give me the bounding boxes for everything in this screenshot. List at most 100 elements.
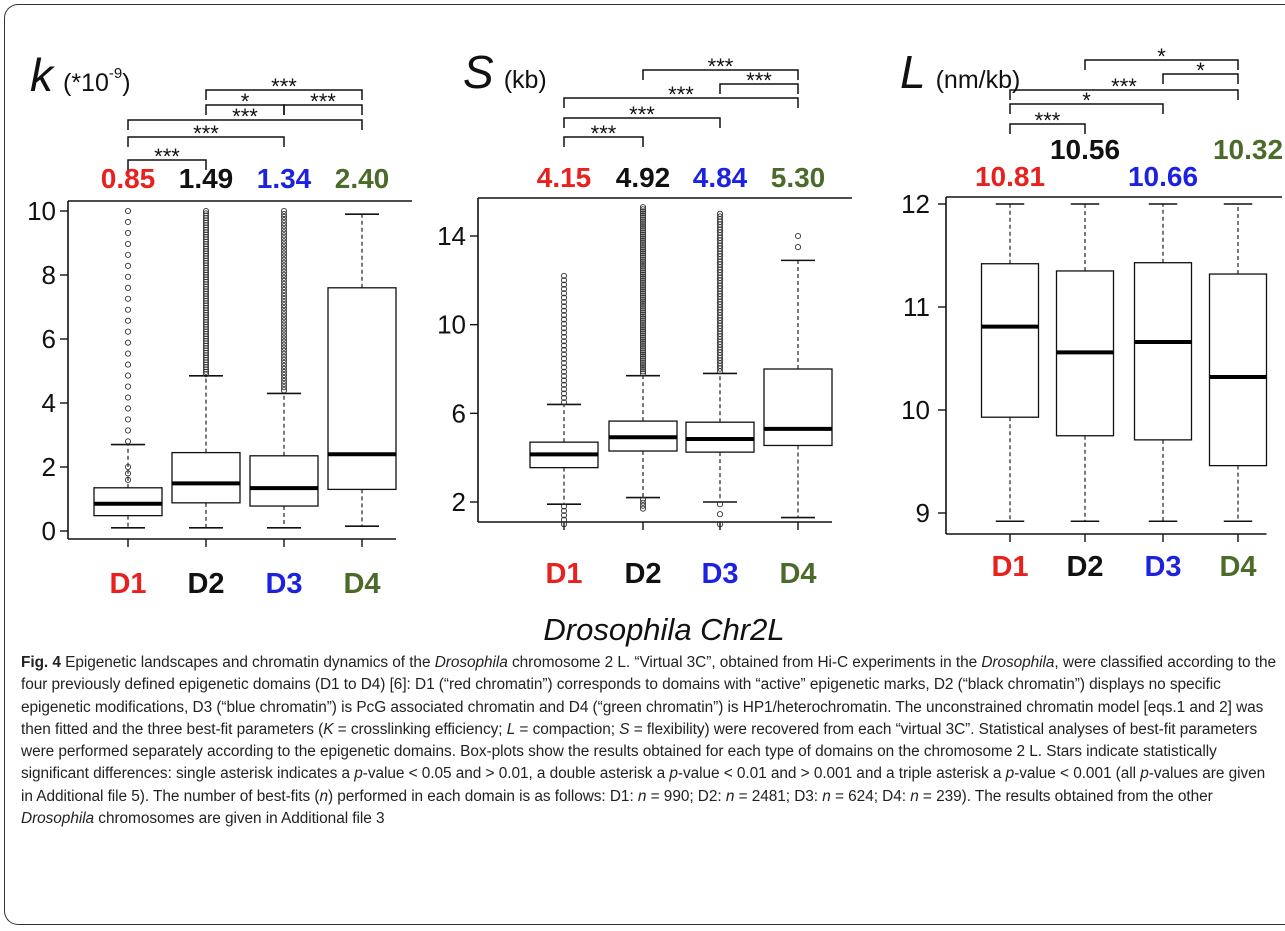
outlier-point: [560, 390, 568, 397]
outlier-point: [716, 501, 724, 508]
outlier-point: [639, 309, 647, 316]
outlier-point: [639, 307, 647, 314]
outlier-point: [280, 286, 288, 294]
y-tick-label: 2: [452, 487, 466, 517]
category-label: D4: [343, 568, 380, 600]
outlier-point: [202, 257, 210, 264]
outlier-point: [202, 274, 210, 281]
outlier-point: [202, 236, 210, 243]
outlier-point: [280, 326, 288, 333]
outlier-point: [639, 343, 647, 350]
outlier-point: [202, 226, 210, 233]
outlier-point: [202, 243, 210, 250]
outlier-point: [639, 265, 647, 272]
outlier-point: [560, 377, 568, 384]
outlier-point: [202, 304, 210, 312]
outlier-point: [280, 365, 288, 372]
outlier-point: [202, 271, 210, 278]
outlier-point: [639, 269, 647, 276]
median-value-label: 10.56: [1050, 134, 1120, 165]
caption-italic: p: [1140, 765, 1149, 783]
outlier-point: [639, 214, 647, 221]
outlier-point: [202, 349, 210, 356]
outlier-point: [639, 212, 647, 219]
outlier-point: [639, 499, 647, 506]
box-D3: [1133, 262, 1193, 441]
outlier-point: [560, 281, 568, 288]
outlier-point: [639, 300, 647, 308]
outlier-point: [202, 352, 210, 359]
outlier-point: [639, 273, 647, 280]
outlier-point: [202, 222, 210, 229]
outlier-point: [639, 235, 647, 242]
outlier-point: [280, 368, 288, 376]
caption-italic: Drosophila: [21, 810, 95, 828]
outlier-point: [124, 383, 132, 390]
outlier-point: [202, 233, 210, 241]
caption-italic: K: [323, 720, 334, 738]
caption-text: chromosome 2 L. “Virtual 3C”, obtained f…: [507, 654, 982, 671]
outlier-point: [124, 339, 132, 346]
outlier-point: [202, 252, 210, 259]
median-value-label: 10.81: [975, 161, 1045, 192]
outlier-point: [639, 218, 647, 225]
outlier-point: [639, 206, 647, 213]
outlier-point: [280, 220, 288, 227]
outlier-point: [280, 359, 288, 366]
outlier-point: [716, 511, 724, 518]
outlier-point: [639, 326, 647, 333]
outlier-point: [639, 505, 647, 512]
outlier-point: [202, 345, 210, 352]
y-tick-label: 2: [42, 452, 56, 482]
caption-italic: n: [910, 787, 919, 805]
category-label: D4: [779, 558, 816, 590]
outlier-point: [124, 262, 132, 269]
outlier-point: [202, 215, 210, 222]
outlier-point: [124, 284, 132, 291]
outlier-point: [280, 371, 288, 379]
outlier-point: [202, 286, 210, 293]
caption-text: = 990; D2:: [646, 787, 726, 805]
outlier-point: [639, 292, 647, 299]
outlier-point: [560, 516, 568, 523]
outlier-point: [124, 427, 132, 434]
outlier-point: [280, 356, 288, 363]
outlier-point: [639, 248, 647, 255]
outlier-point: [202, 293, 210, 300]
outlier-point: [202, 300, 210, 307]
figure-chart-area: k (*10-9)0246810D10.85D21.49D31.34D42.40*…: [27, 44, 1283, 647]
panel-title-unit: (nm/kb): [936, 66, 1021, 94]
outlier-point: [124, 328, 132, 335]
outlier-point: [560, 342, 568, 349]
caption-text: = compaction;: [515, 720, 620, 738]
outlier-point: [639, 370, 647, 377]
outlier-point: [639, 237, 647, 244]
median-value-label: 10.66: [1128, 161, 1198, 192]
outlier-point: [202, 371, 210, 378]
category-label: D1: [109, 568, 146, 600]
outlier-point: [280, 362, 288, 369]
outlier-point: [639, 244, 647, 251]
outlier-point: [560, 364, 568, 371]
outlier-point: [280, 217, 288, 224]
outlier-point: [202, 269, 210, 276]
outlier-point: [639, 233, 647, 240]
outlier-point: [124, 350, 132, 357]
outlier-point: [202, 276, 210, 283]
outlier-point: [124, 207, 132, 215]
outlier-point: [202, 238, 210, 245]
median-value-label: 4.84: [693, 162, 748, 193]
outlier-point: [639, 284, 647, 291]
significance-bracket: [1162, 73, 1239, 84]
outlier-point: [716, 210, 724, 217]
outlier-point: [280, 305, 288, 312]
outlier-point: [124, 372, 132, 379]
outlier-point: [639, 313, 647, 320]
significance-bracket: [563, 97, 799, 108]
figure-caption: Fig. 4 Epigenetic landscapes and chromat…: [21, 652, 1276, 830]
outlier-point: [639, 349, 647, 356]
outlier-point: [202, 262, 210, 269]
outlier-point: [280, 311, 288, 318]
caption-fig-label: Fig. 4: [21, 654, 61, 671]
box-D3: [249, 455, 319, 507]
